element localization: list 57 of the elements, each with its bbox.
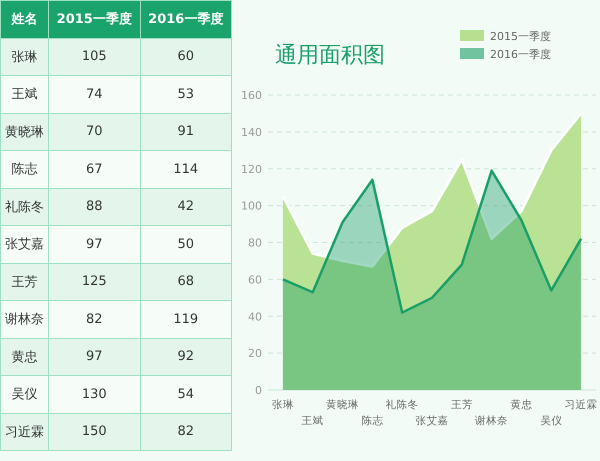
data-label: 70 bbox=[48, 113, 140, 150]
data-label: 150 bbox=[48, 413, 140, 450]
series-label: 2015一季度 bbox=[48, 0, 140, 38]
y-tick-label: 160 bbox=[241, 89, 262, 102]
data-label: 130 bbox=[48, 376, 140, 413]
data-label: 82 bbox=[140, 413, 232, 450]
data-label: 60 bbox=[140, 38, 232, 76]
x-tick-label: 谢林奈 bbox=[475, 414, 508, 427]
data-label: 105 bbox=[48, 38, 140, 76]
x-tick-label: 吴仪 bbox=[540, 415, 562, 427]
data-label: 92 bbox=[140, 338, 232, 376]
data-label: 125 bbox=[48, 263, 140, 300]
chart-title: 通用面积图 bbox=[275, 43, 385, 68]
series-label: 2016一季度 bbox=[140, 0, 232, 38]
category-label: 黄忠 bbox=[0, 338, 49, 376]
y-tick-label: 60 bbox=[248, 273, 262, 286]
data-label: 68 bbox=[140, 263, 232, 300]
y-tick-label: 80 bbox=[248, 236, 262, 250]
y-tick-label: 40 bbox=[248, 310, 262, 324]
x-tick-label: 礼陈冬 bbox=[386, 398, 419, 411]
x-tick-label: 黄晓琳 bbox=[326, 398, 360, 411]
data-label: 82 bbox=[48, 300, 140, 338]
data-label: 91 bbox=[140, 113, 232, 150]
x-tick-label: 黄忠 bbox=[510, 398, 532, 411]
x-tick-label: 张琳 bbox=[272, 398, 294, 411]
y-tick-label: 20 bbox=[248, 347, 262, 360]
y-tick-label: 120 bbox=[241, 162, 262, 176]
y-tick-label: 0 bbox=[255, 384, 262, 397]
data-label: 119 bbox=[140, 300, 232, 338]
y-tick-label: 100 bbox=[241, 200, 262, 213]
category-label: 王斌 bbox=[0, 76, 49, 113]
category-label: 张琳 bbox=[0, 38, 49, 76]
text: 姓名 bbox=[0, 0, 49, 38]
x-tick-label: 张艾嘉 bbox=[416, 414, 448, 427]
x-tick-label: 陈志 bbox=[361, 414, 384, 427]
category-label: 谢林奈 bbox=[0, 300, 49, 338]
category-label: 黄晓琳 bbox=[0, 113, 49, 150]
data-label: 97 bbox=[48, 338, 140, 376]
data-label: 54 bbox=[140, 376, 232, 413]
x-tick-label: 王芳 bbox=[450, 398, 473, 411]
category-label: 陈志 bbox=[0, 150, 49, 188]
data-label: 67 bbox=[48, 150, 140, 188]
data-label: 74 bbox=[48, 76, 140, 113]
data-label: 97 bbox=[48, 226, 140, 263]
x-tick-label: 王斌 bbox=[302, 414, 324, 427]
category-label: 王芳 bbox=[0, 263, 49, 300]
data-label: 50 bbox=[140, 226, 232, 263]
data-label: 42 bbox=[140, 188, 232, 226]
data-label: 114 bbox=[140, 150, 232, 188]
y-tick-label: 140 bbox=[241, 126, 262, 139]
data-label: 53 bbox=[140, 76, 232, 113]
legend-label: 2015一季度 bbox=[490, 30, 551, 43]
category-label: 张艾嘉 bbox=[0, 226, 49, 263]
x-tick-label: 习近霖 bbox=[564, 398, 598, 411]
legend-label: 2016一季度 bbox=[490, 48, 551, 61]
data-label: 88 bbox=[48, 188, 140, 226]
category-label: 礼陈冬 bbox=[0, 188, 49, 226]
